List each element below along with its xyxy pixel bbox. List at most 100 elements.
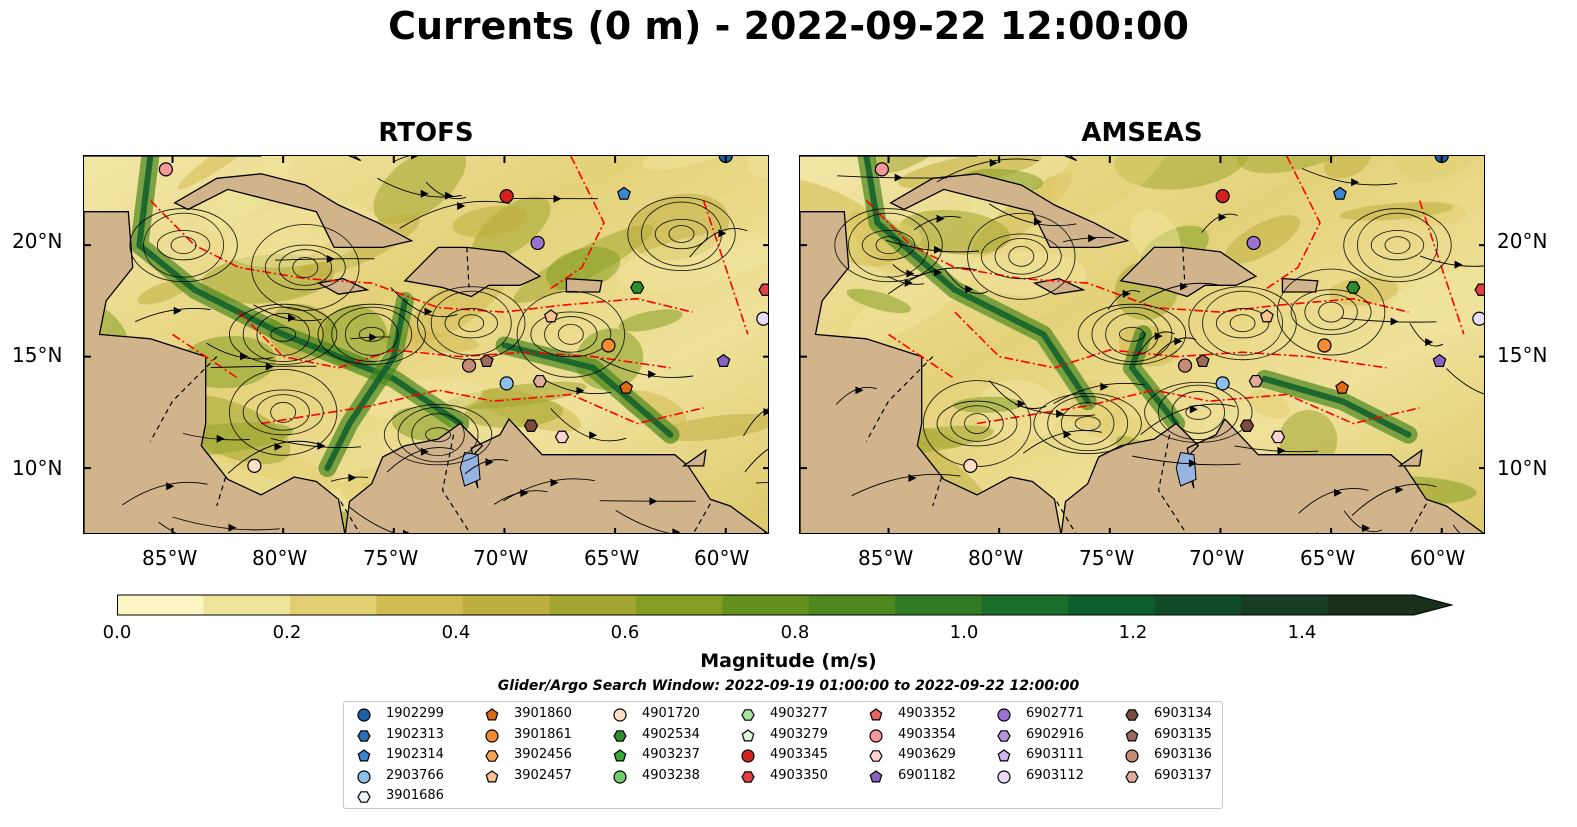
- float-marker-6903136: [461, 358, 477, 373]
- streamline: [503, 478, 595, 502]
- eez-boundary: [238, 311, 671, 369]
- legend-label: 3901861: [514, 726, 572, 742]
- current-magnitude-patch: [618, 231, 768, 291]
- streamline: [1351, 483, 1437, 516]
- legend-marker-circle: [997, 769, 1011, 784]
- search-window-caption: Glider/Argo Search Window: 2022-09-19 01…: [497, 678, 1080, 694]
- streamline-arrow: [855, 386, 864, 395]
- streamline: [270, 326, 297, 342]
- streamline: [292, 257, 319, 278]
- streamline-arrow: [550, 478, 559, 487]
- legend-label: 6903137: [1154, 767, 1212, 783]
- map-rtofs[interactable]: [83, 155, 769, 534]
- land-mass: [84, 211, 346, 533]
- streamline-arrow: [420, 189, 429, 198]
- land-mass: [1397, 448, 1423, 467]
- streamline: [1132, 455, 1241, 466]
- legend-marker-pentagon: [741, 728, 755, 741]
- streamline: [950, 405, 1004, 442]
- streamline: [1304, 293, 1358, 331]
- legend-marker-hexagon: [357, 729, 371, 742]
- current-magnitude-patch: [977, 379, 1060, 441]
- float-marker-1902314: [1333, 186, 1347, 200]
- colorbar-outline: [117, 594, 1453, 616]
- streamline: [397, 407, 479, 463]
- float-marker-4901720: [247, 458, 262, 473]
- streamline-arrow: [326, 255, 335, 263]
- float-marker-4902534: [630, 281, 645, 294]
- streamline: [1140, 403, 1236, 435]
- colorbar-segment: [722, 595, 810, 615]
- streamline: [170, 236, 197, 255]
- float-marker-4903345: [499, 189, 514, 204]
- streamline: [275, 258, 375, 261]
- streamline: [122, 481, 208, 506]
- float-marker-6901182: [1432, 353, 1447, 367]
- float-marker-6903135: [479, 353, 494, 367]
- streamline-arrow: [1362, 524, 1371, 533]
- map-amseas[interactable]: [799, 155, 1485, 534]
- legend-label: 4903345: [770, 747, 828, 762]
- colorbar-tick: 1.2: [1118, 622, 1148, 643]
- float-marker-6903135: [1195, 353, 1210, 367]
- colorbar-tick: 1.0: [949, 622, 979, 643]
- legend-marker-pentagon: [869, 708, 883, 721]
- legend-marker-circle: [1125, 749, 1139, 763]
- streamline: [861, 230, 916, 261]
- country-border: [1157, 434, 1187, 533]
- streamline: [344, 312, 399, 356]
- legend-marker-circle: [613, 769, 627, 784]
- streamline-arrow: [906, 269, 915, 278]
- streamline: [1370, 230, 1425, 261]
- streamline: [251, 224, 360, 311]
- colorbar-segment: [981, 595, 1069, 615]
- streamline: [1144, 381, 1253, 443]
- colorbar-segment: [203, 595, 291, 615]
- streamline: [156, 230, 211, 261]
- streamline-arrow: [1218, 213, 1227, 222]
- float-marker-3901861: [601, 338, 616, 353]
- streamline-arrow: [1034, 217, 1042, 226]
- legend-marker-circle: [997, 708, 1011, 722]
- streamline: [1234, 445, 1319, 453]
- legend-label: 4902534: [642, 726, 700, 742]
- current-jet-core: [324, 297, 408, 472]
- land-mass: [1064, 156, 1077, 162]
- streamline: [1384, 236, 1411, 255]
- streamline: [1157, 384, 1239, 441]
- streamline-arrow: [1154, 332, 1163, 341]
- colorbar-segment: [117, 595, 204, 615]
- land-mass: [800, 211, 1062, 533]
- legend-label: 1902299: [386, 706, 444, 721]
- float-marker-6902771: [530, 235, 545, 251]
- streamline: [654, 218, 709, 250]
- float-marker-4903629: [1270, 430, 1286, 444]
- streamline: [1033, 392, 1142, 455]
- streamline-arrow: [1100, 382, 1109, 391]
- streamline: [834, 208, 943, 283]
- float-marker-3902457: [544, 309, 558, 323]
- streamline: [1015, 403, 1096, 417]
- legend-marker-circle: [869, 728, 883, 743]
- streamline: [1202, 290, 1284, 356]
- country-border: [1056, 501, 1077, 533]
- streamline: [994, 238, 1048, 275]
- streamline-arrow: [576, 386, 585, 395]
- streamline: [848, 212, 929, 278]
- streamline: [331, 306, 413, 363]
- streamline: [242, 306, 324, 363]
- float-marker-3901860: [619, 380, 634, 394]
- streamline: [458, 314, 485, 333]
- legend-marker-hexagon: [613, 729, 627, 742]
- current-magnitude-patch: [452, 205, 528, 238]
- lon-label-rtofs: 80°W: [252, 546, 308, 570]
- streamline: [599, 358, 694, 378]
- lat-label-right: 10°N: [1497, 456, 1548, 480]
- streamline: [615, 509, 671, 533]
- current-magnitude-patch: [1394, 156, 1484, 182]
- streamline: [349, 506, 396, 533]
- streamline: [317, 303, 426, 365]
- lake-maracaibo: [1175, 451, 1197, 487]
- country-border: [340, 501, 361, 533]
- streamline: [756, 481, 768, 484]
